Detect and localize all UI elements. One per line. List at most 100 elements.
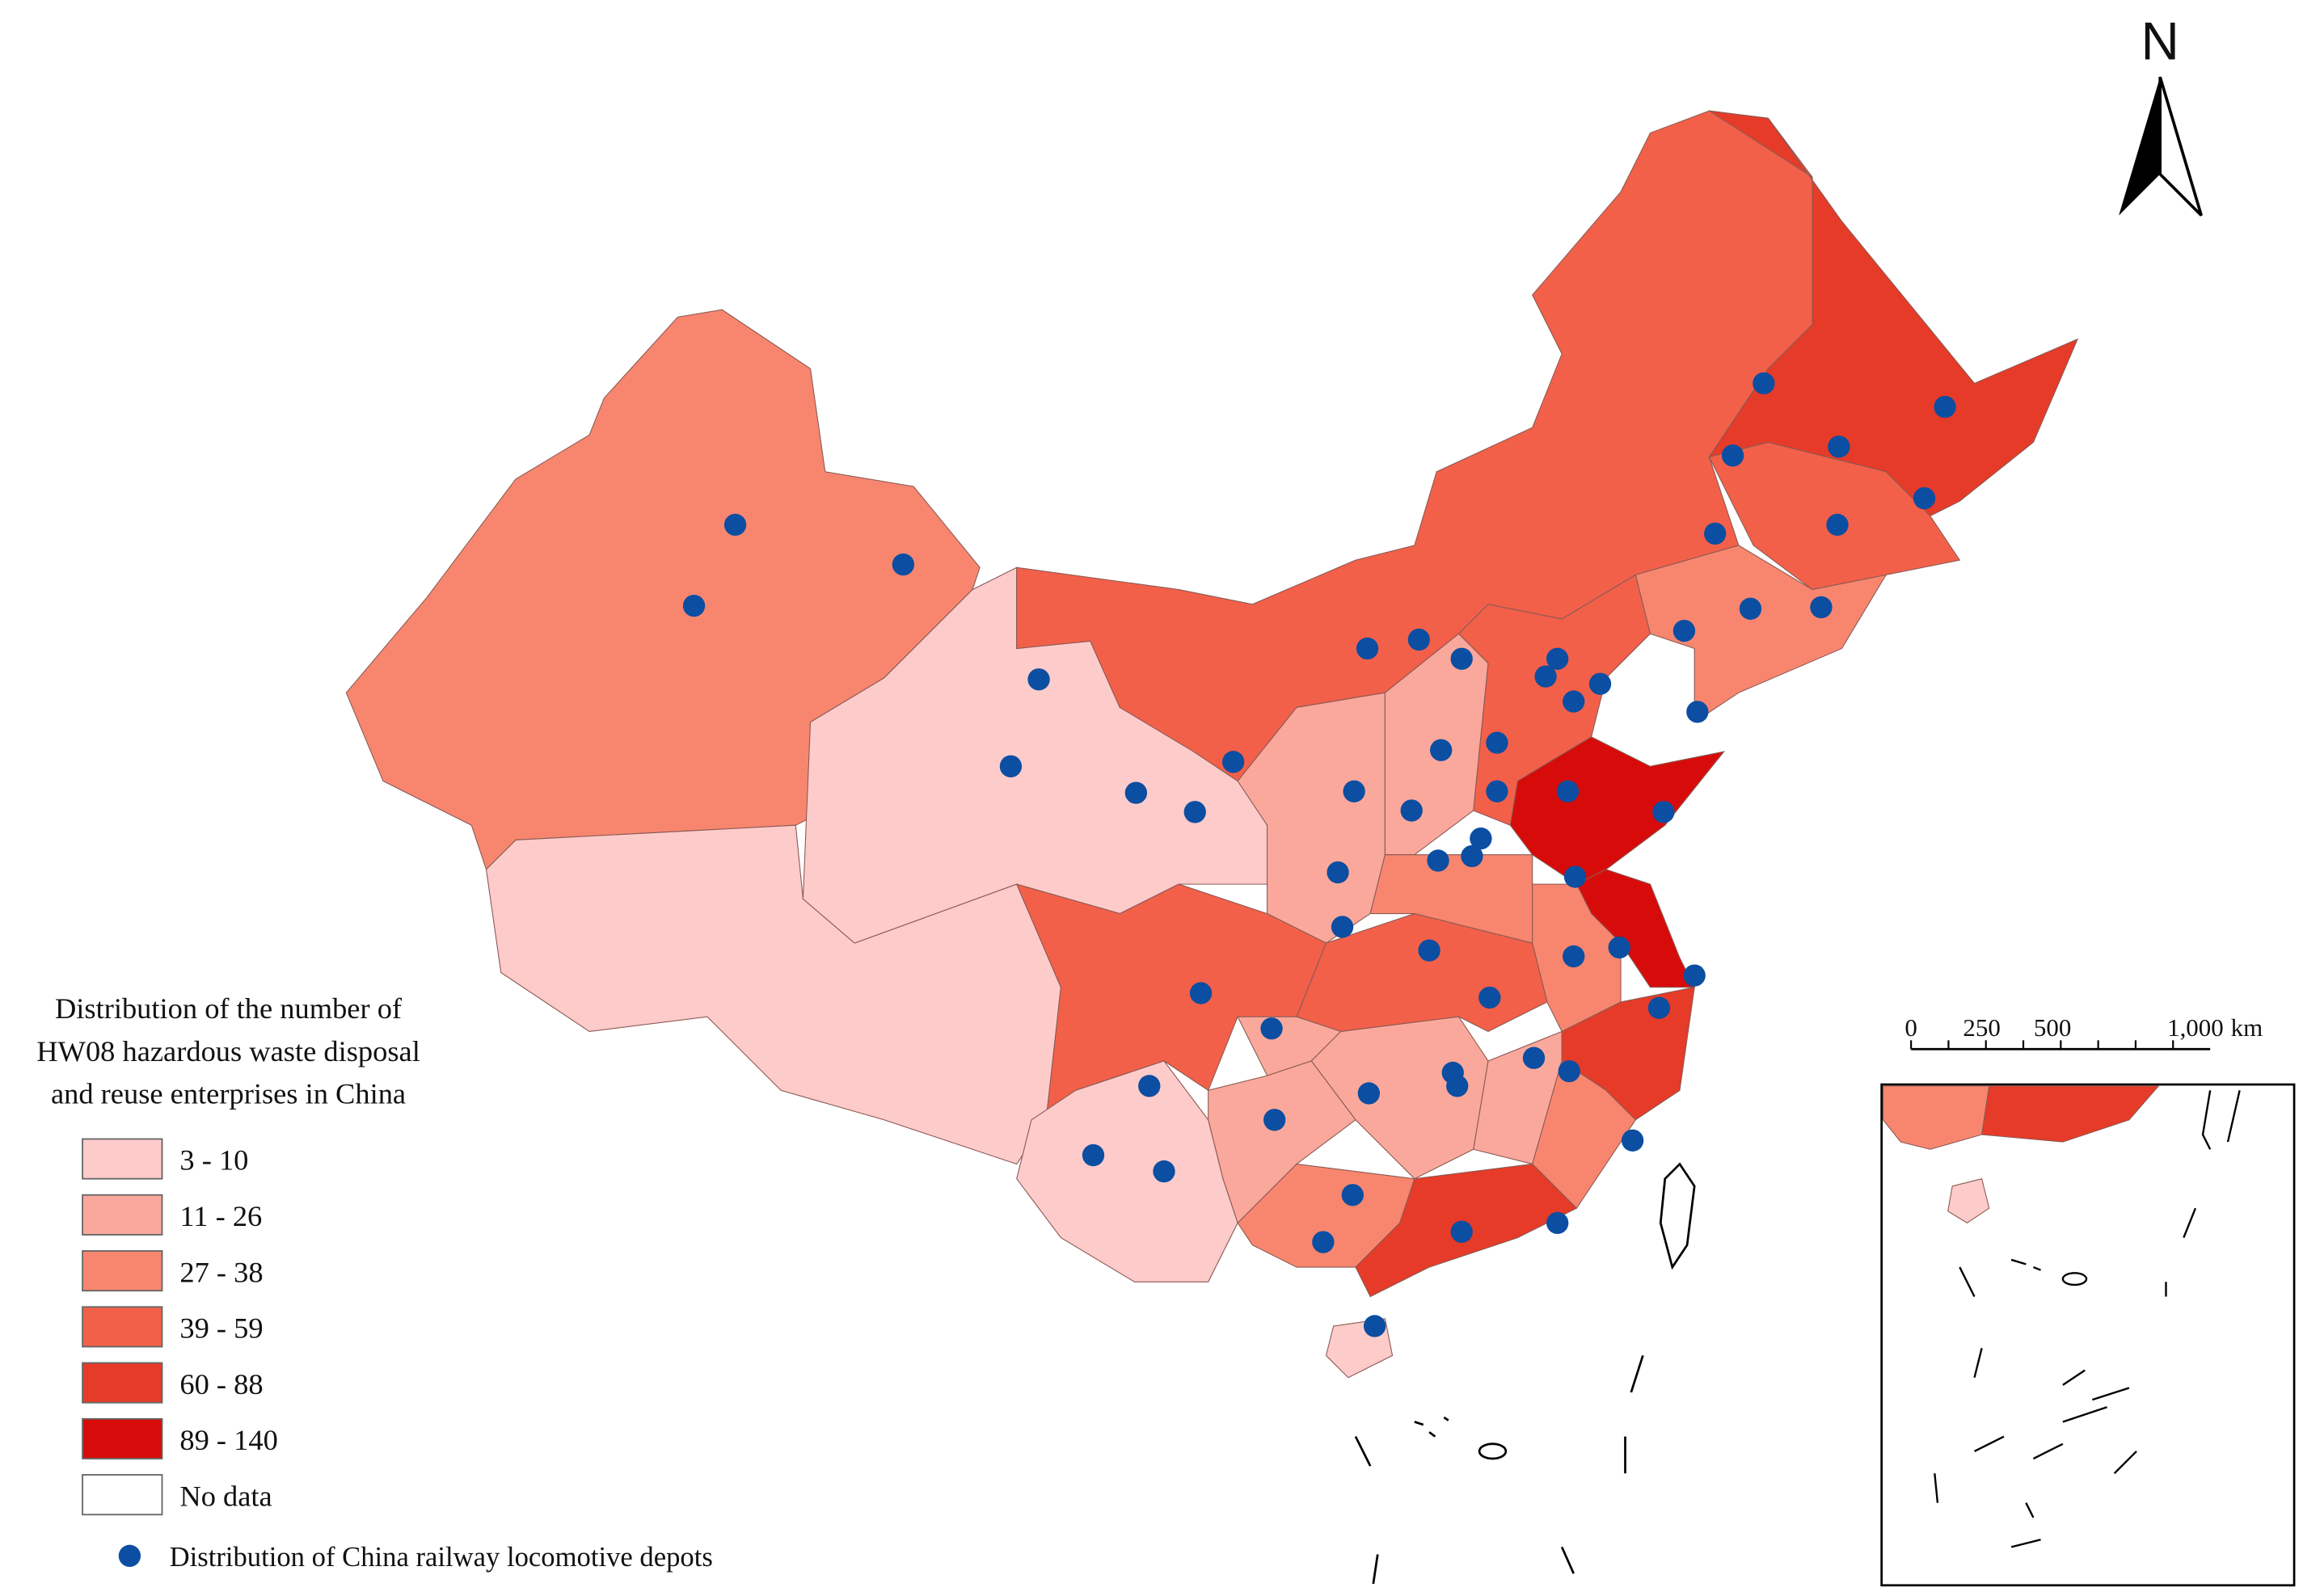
depot-dot	[1934, 395, 1956, 419]
depot-dot	[1556, 780, 1580, 802]
depot-dot	[1450, 647, 1473, 670]
depot-dot	[1260, 1017, 1283, 1040]
depot-dot	[1563, 945, 1585, 968]
provinces	[345, 110, 2079, 1379]
depot-dot	[723, 513, 747, 537]
depot-dot	[1138, 1075, 1161, 1097]
depot-dot	[1450, 1220, 1473, 1243]
depot-dot	[1558, 1059, 1580, 1083]
depot-dot	[1753, 372, 1775, 395]
depots	[682, 372, 1956, 1337]
depot-dot	[1522, 1046, 1546, 1069]
depot-dot	[1563, 865, 1587, 888]
depot-dot	[1357, 1082, 1381, 1105]
legend-swatch	[82, 1362, 163, 1404]
legend-label: 3 - 10	[179, 1144, 248, 1177]
depot-dot	[1828, 436, 1850, 458]
legend: Distribution of the number of HW08 hazard…	[36, 992, 713, 1573]
depot-dot	[1588, 672, 1612, 695]
north-arrow: N	[2119, 11, 2203, 217]
depot-dot	[1608, 936, 1630, 959]
scale-label: 500	[2034, 1013, 2071, 1042]
depot-dot	[1183, 801, 1206, 823]
depot-dot	[1721, 444, 1744, 467]
depot-dot	[1153, 1160, 1175, 1183]
scale-bar: 0 250 500 1,000 km	[1904, 1013, 2263, 1051]
depot-dot	[1341, 1184, 1364, 1206]
province	[1509, 736, 1726, 885]
depot-dot	[1913, 486, 1936, 510]
province	[1532, 1059, 1636, 1210]
province	[1457, 574, 1651, 826]
depot-dot	[1363, 1315, 1386, 1337]
depot-dot	[1430, 739, 1453, 761]
depot-dot	[1478, 986, 1501, 1009]
depot-dot	[999, 755, 1023, 777]
depot-dot	[1124, 781, 1148, 804]
depot-dot	[1189, 982, 1213, 1004]
depot-dot	[1739, 597, 1762, 620]
depot-dot	[1461, 844, 1483, 868]
depot-dot	[1686, 701, 1709, 723]
depot-dot	[1418, 939, 1440, 962]
province	[1634, 545, 1888, 723]
legend-swatch	[82, 1250, 163, 1292]
depot-dot	[1672, 619, 1696, 642]
depot-dot	[682, 594, 706, 617]
depot-dot	[1221, 751, 1245, 773]
legend-dot	[118, 1544, 141, 1567]
depot-dot	[1470, 827, 1492, 850]
legend-label: Distribution of China railway locomotive…	[170, 1542, 713, 1573]
legend-label: 89 - 140	[179, 1424, 277, 1456]
depot-dot	[1427, 849, 1449, 872]
legend-swatch	[82, 1138, 163, 1180]
depot-dot	[1683, 964, 1706, 987]
scale-label: 250	[1963, 1013, 2000, 1042]
depot-dot	[1331, 916, 1354, 938]
depot-dot	[1407, 628, 1431, 651]
depot-dot	[1312, 1231, 1335, 1253]
depot-dot	[1826, 513, 1849, 537]
scale-label: 1,000	[2167, 1013, 2224, 1042]
depot-dot	[1343, 780, 1365, 802]
inset-frame	[1880, 1083, 2296, 1587]
depot-dot	[1810, 596, 1833, 619]
legend-label: 11 - 26	[179, 1200, 262, 1232]
inset	[1880, 1083, 2296, 1587]
depot-dot	[1704, 522, 1727, 545]
legend-title: and reuse enterprises in China	[51, 1078, 406, 1110]
depot-dot	[1400, 799, 1423, 822]
depot-dot	[1546, 647, 1569, 670]
depot-dot	[1534, 665, 1557, 688]
depot-dot	[892, 553, 915, 576]
legend-title: HW08 hazardous waste disposal	[36, 1035, 420, 1068]
depot-dot	[1647, 996, 1671, 1019]
legend-swatch	[82, 1306, 163, 1348]
depot-dot	[1082, 1143, 1105, 1167]
depot-dot	[1621, 1129, 1644, 1152]
depot-dot	[1263, 1109, 1286, 1131]
depot-dot	[1486, 731, 1508, 754]
depot-dot	[1446, 1075, 1469, 1097]
legend-swatch	[82, 1417, 163, 1459]
legend-label: No data	[179, 1480, 272, 1512]
depot-dot	[1327, 861, 1349, 884]
legend-swatch	[82, 1194, 163, 1236]
legend-title: Distribution of the number of	[55, 992, 403, 1025]
depot-dot	[1356, 637, 1379, 660]
legend-swatch	[82, 1474, 163, 1516]
legend-label: 39 - 59	[179, 1312, 263, 1345]
scale-label: 0	[1904, 1013, 1917, 1042]
depot-dot	[1486, 780, 1508, 802]
depot-dot	[1546, 1211, 1569, 1235]
depot-dot	[1027, 668, 1050, 691]
depot-dot	[1563, 690, 1585, 713]
north-label: N	[2141, 11, 2179, 70]
depot-dot	[1652, 801, 1675, 823]
islands	[1354, 1162, 1696, 1585]
legend-label: 27 - 38	[179, 1256, 263, 1288]
legend-label: 60 - 88	[179, 1368, 263, 1400]
scale-unit: km	[2231, 1013, 2263, 1042]
